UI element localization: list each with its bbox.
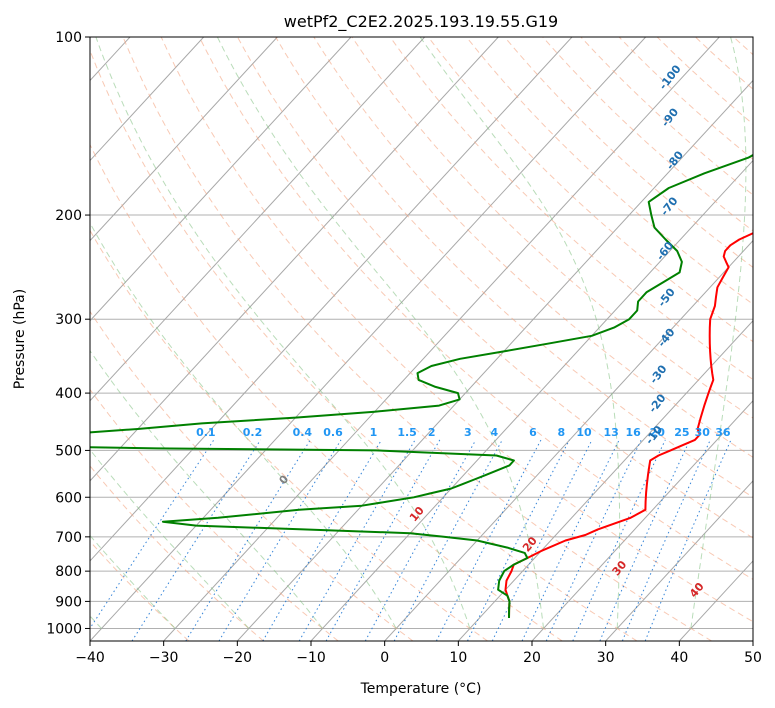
mixing-ratio-label: 4 [490,426,498,439]
isotherm-line [90,37,573,562]
mixing-ratio-line [521,439,620,641]
x-tick-label: −20 [223,650,253,666]
isotherm-line [236,79,753,641]
mixing-ratio-label: 0.6 [323,426,343,439]
mixing-ratio-label: 25 [674,426,689,439]
mixing-ratio-label: 13 [604,426,619,439]
x-tick-label: 10 [449,650,467,666]
dry-adiabat-line [90,229,488,641]
y-tick-label: 900 [55,594,82,610]
mixing-ratio-line [393,439,503,641]
mixing-ratio-line [599,439,691,641]
x-tick-label: 40 [670,650,688,666]
y-tick-label: 400 [55,386,82,402]
x-tick-label: −40 [75,650,105,666]
x-tick-label: 50 [744,650,762,666]
y-tick-label: 500 [55,443,82,459]
isotherm-line [163,37,720,641]
isotherm-line [90,37,426,402]
dry-adiabat-line [90,310,414,641]
x-tick-label: −30 [149,650,179,666]
isotherm-line [90,37,352,322]
x-tick-label: 20 [523,650,541,666]
mixing-ratio-label: 36 [715,426,731,439]
x-axis: −40 −30 −20 −10 0 10 20 30 40 50 [75,641,762,666]
mixing-ratio-label: 1 [370,426,378,439]
moist-adiabat-line [90,349,323,629]
isotherm-line [90,37,205,162]
mixing-ratio-label: 16 [626,426,642,439]
x-tick-label: −10 [296,650,326,666]
isotherm-line [90,37,647,641]
dry-adiabat-line [122,37,712,641]
y-tick-label: 300 [55,312,82,328]
mixing-ratio-label: 2 [428,426,436,439]
moist-adiabat-line [216,37,544,629]
mixing-ratio-line [572,439,666,641]
chart-title: wetPf2_C2E2.2025.193.19.55.G19 [284,12,558,32]
y-tick-label: 800 [55,564,82,580]
dry-adiabat-line [275,37,753,498]
x-tick-label: 0 [380,650,389,666]
dry-adiabat-line [618,37,753,160]
background-lines [90,37,753,641]
isotherm-line [531,400,753,641]
dry-adiabat-line [466,37,753,305]
moist-adiabat-line [690,37,747,629]
moist-adiabat-line [419,37,621,629]
y-axis: 100 200 300 400 500 600 700 800 900 1000 [46,30,90,637]
dry-adiabat-line [389,37,753,381]
dewpoint-profile-line [90,153,753,619]
dry-adiabat-line [160,37,753,623]
dry-adiabat-line [90,143,563,641]
x-tick-label: 30 [597,650,615,666]
mixing-ratio-line [185,439,311,641]
dry-adiabat-line [504,37,753,268]
mixing-ratio-label: 30 [695,426,711,439]
dry-adiabat-line [351,37,753,419]
dry-adiabat-line [198,37,753,580]
mixing-ratio-label: 20 [650,426,666,439]
isotherm-line [90,37,499,482]
series-layer [90,153,753,619]
mixing-ratio-label: 6 [529,426,537,439]
mixing-ratio-label: 8 [558,426,566,439]
y-axis-label: Pressure (hPa) [12,289,28,389]
y-tick-label: 100 [55,30,82,46]
mixing-ratio-label: 0.1 [196,426,216,439]
isotherm-line [90,37,278,242]
mixing-ratio-line [621,439,711,641]
mixing-ratio-line [644,439,732,641]
moist-adiabat-line [90,448,250,629]
mixing-ratio-line [262,439,382,641]
dry-adiabat-line [90,388,339,641]
dry-adiabat-line [313,37,753,458]
isotherm-line [605,480,753,641]
mixing-ratio-line [435,439,542,641]
x-axis-label: Temperature (°C) [360,681,482,697]
y-tick-label: 200 [55,208,82,224]
plot-area [90,37,753,641]
mixing-ratio-label: 0.2 [243,426,263,439]
mixing-ratio-line [131,439,261,641]
mixing-ratio-line [467,439,570,641]
y-tick-label: 600 [55,490,82,506]
mixing-ratio-label: 1.5 [397,426,417,439]
moist-adiabat-line [95,37,471,629]
plot-frame [89,36,754,642]
mixing-ratio-label: 10 [576,426,592,439]
y-tick-label: 1000 [46,621,82,637]
mixing-ratio-label: 0.4 [293,426,313,439]
moist-adiabat-line [90,222,397,629]
mixing-ratio-line [218,439,342,641]
dry-adiabat-line [90,49,638,641]
mixing-ratio-label: 3 [464,426,472,439]
temperature-profile-line [504,232,753,619]
mixing-ratio-line [545,439,642,641]
isotherm-line [457,319,753,641]
y-tick-label: 700 [55,530,82,546]
